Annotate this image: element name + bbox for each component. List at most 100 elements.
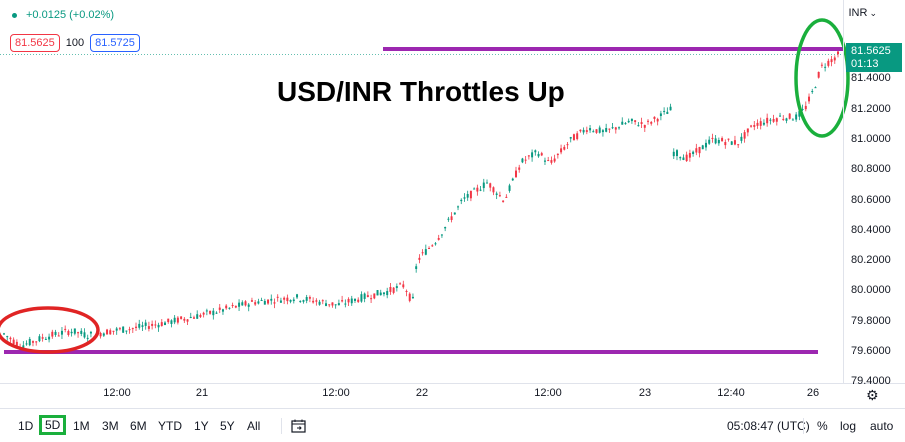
candle-body (453, 212, 456, 215)
candle-body (141, 325, 144, 327)
timeframe-1d-button[interactable]: 1D (18, 419, 34, 433)
candle-body (283, 297, 286, 300)
candle-body (721, 138, 724, 142)
candle-body (704, 142, 707, 148)
candle-body (60, 330, 63, 335)
candle-body (234, 305, 237, 308)
price-change-text: +0.0125 (+0.02%) (26, 9, 115, 21)
candle-body (663, 110, 666, 112)
candle-body (80, 330, 83, 334)
candle-body (534, 150, 537, 153)
candle-body (408, 293, 411, 301)
timeframe-3m-button[interactable]: 3M (102, 419, 119, 433)
candle-body (392, 287, 395, 293)
candle-body (260, 299, 263, 301)
currency-selector[interactable]: INR ⌄ (849, 7, 878, 19)
candle-body (679, 157, 682, 159)
candle-body (366, 295, 369, 297)
candle-body (811, 91, 814, 93)
calendar-range-icon[interactable] (291, 419, 307, 436)
spread-value: 100 (65, 37, 85, 49)
candle-body (647, 120, 650, 122)
timeframe-all-button[interactable]: All (247, 419, 261, 433)
candle-body (395, 286, 398, 289)
candle-body (215, 312, 218, 314)
candle-body (411, 296, 414, 299)
candle-body (64, 328, 67, 330)
candle-body (614, 127, 617, 130)
candle-body (196, 314, 199, 319)
candle-body (38, 336, 41, 342)
candle-body (337, 303, 340, 306)
candle-body (318, 301, 321, 305)
candle-body (444, 226, 447, 229)
start-highlight-ellipse[interactable] (0, 306, 100, 354)
candle-body (250, 300, 253, 302)
candle-body (688, 153, 691, 158)
candle-body (518, 167, 521, 170)
candle-body (804, 105, 807, 110)
candle-body (508, 185, 511, 191)
candle-body (788, 113, 791, 119)
candle-body (228, 307, 231, 309)
candle-body (762, 122, 765, 125)
candle-body (479, 189, 482, 191)
percent-scale-button[interactable]: % (817, 419, 828, 433)
gear-icon[interactable]: ⚙ (866, 387, 879, 403)
candle-body (634, 120, 637, 122)
price-tick-label: 80.8000 (851, 163, 891, 176)
timeframe-5d-button[interactable]: 5D (39, 415, 67, 435)
candle-body (308, 297, 311, 299)
candle-body (218, 307, 221, 310)
candle-body (457, 206, 460, 208)
candle-body (437, 238, 440, 240)
sell-price-button[interactable]: 81.5625 (10, 34, 60, 52)
price-change: +0.0125 (+0.02%) (12, 9, 114, 21)
candle-body (801, 108, 804, 110)
candle-body (766, 117, 769, 124)
latest-highlight-ellipse[interactable] (794, 18, 850, 138)
candle-body (267, 299, 270, 304)
candle-body (814, 87, 817, 89)
candle-body (643, 125, 646, 128)
candle-body (592, 131, 595, 133)
candle-body (505, 196, 508, 198)
currency-label: INR (848, 7, 868, 19)
candle-body (737, 144, 740, 146)
timeframe-ytd-button[interactable]: YTD (158, 419, 182, 433)
candle-body (685, 154, 688, 162)
candle-body (820, 64, 823, 66)
candle-body (624, 123, 627, 125)
candle-body (183, 318, 186, 321)
candle-body (334, 304, 337, 306)
candle-body (331, 302, 334, 306)
candle-body (12, 339, 15, 345)
timeframe-1m-button[interactable]: 1M (73, 419, 90, 433)
candle-body (830, 59, 833, 63)
price-tick-label: 79.6000 (851, 345, 891, 357)
candle-body (795, 114, 798, 120)
candle-body (102, 333, 105, 336)
utc-clock[interactable]: 05:08:47 (UTC) (727, 419, 810, 433)
candle-body (350, 298, 353, 304)
auto-scale-button[interactable]: auto (870, 419, 894, 433)
buy-price-button[interactable]: 81.5725 (90, 34, 140, 52)
candle-body (650, 121, 653, 124)
timeframe-6m-button[interactable]: 6M (130, 419, 147, 433)
price-tick-label: 80.4000 (851, 223, 891, 236)
candle-body (357, 299, 360, 302)
timeframe-5y-button[interactable]: 5Y (220, 419, 235, 433)
candle-body (315, 300, 318, 302)
timeframe-1y-button[interactable]: 1Y (194, 419, 209, 433)
price-tick-label: 81.4000 (851, 72, 891, 85)
log-scale-button[interactable]: log (840, 419, 857, 433)
candle-body (86, 337, 89, 339)
candle-body (9, 337, 12, 340)
candle-body (138, 323, 141, 328)
bottom-toolbar: 1D 5D 1M 3M 6M YTD 1Y 5Y All 05:08:47 (UTC) % lo… (0, 412, 905, 440)
candle-body (167, 318, 170, 323)
candle-body (44, 338, 47, 340)
candle-body (164, 322, 167, 326)
candle-body (482, 182, 485, 189)
